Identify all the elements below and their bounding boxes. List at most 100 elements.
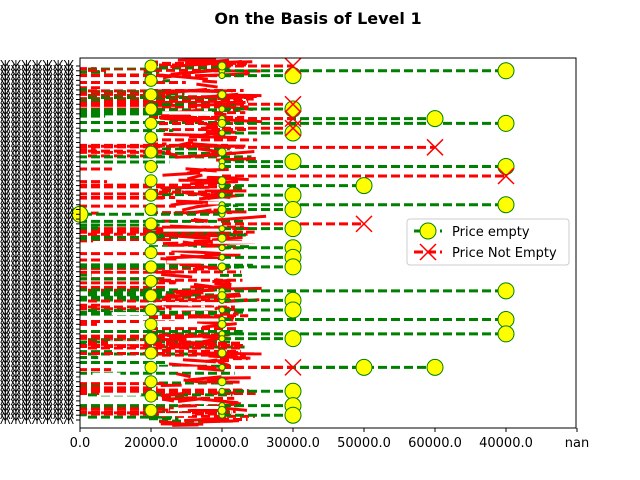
series-point bbox=[426, 110, 444, 128]
y-tick-label-smudge: ЖЖЖЖЖЖЖ bbox=[0, 308, 74, 323]
clutter-stroke-red bbox=[173, 242, 186, 249]
y-tick-label-smudge: ЖЖЖЖЖЖЖ bbox=[0, 332, 74, 347]
y-tick-label-smudge: ЖЖЖЖЖЖЖ bbox=[0, 289, 74, 304]
legend-marker-price-empty bbox=[419, 222, 437, 240]
clutter-stroke-red bbox=[173, 344, 190, 351]
series-point-small bbox=[218, 244, 226, 252]
clutter-stroke-red bbox=[211, 235, 243, 242]
x-tick-label: 30000.0 bbox=[266, 436, 320, 451]
series-point bbox=[284, 382, 302, 400]
clutter-stroke-red bbox=[172, 423, 199, 427]
series-point-small bbox=[218, 387, 226, 395]
clutter-stroke-red bbox=[160, 391, 185, 398]
x-tick-label: 20000.0 bbox=[124, 436, 178, 451]
series-point-cluster bbox=[217, 176, 227, 186]
clutter-stroke-red bbox=[162, 241, 179, 246]
series-point-small bbox=[218, 363, 226, 371]
y-tick-label-smudge: ЖЖЖЖЖЖЖ bbox=[0, 327, 74, 342]
series-point bbox=[426, 358, 444, 376]
clutter-stroke-red bbox=[214, 282, 232, 286]
clutter-stroke-red bbox=[184, 416, 227, 423]
series-point-cluster bbox=[217, 291, 227, 301]
y-tick-label-smudge: ЖЖЖЖЖЖЖ bbox=[0, 370, 74, 385]
y-tick-label-smudge: ЖЖЖЖЖЖЖ bbox=[0, 159, 74, 174]
series-point-cluster bbox=[144, 59, 158, 73]
series-point-cluster bbox=[144, 346, 158, 360]
x-axis: 0.0 20000.0 10000.0 30000.0 50000.0 60000.0 40… bbox=[70, 428, 589, 451]
clutter-stroke-red bbox=[176, 372, 191, 379]
y-tick-label-smudge: ЖЖЖЖЖЖЖ bbox=[0, 92, 74, 107]
series-point bbox=[355, 177, 373, 195]
y-tick-label-smudge: ЖЖЖЖЖЖЖ bbox=[0, 303, 74, 318]
y-tick-label-smudge: ЖЖЖЖЖЖЖ bbox=[0, 193, 74, 208]
series-point-cluster bbox=[144, 231, 158, 245]
clutter-stroke-red bbox=[181, 204, 200, 212]
clutter-stroke-red bbox=[185, 167, 217, 173]
clutter-stroke-red bbox=[217, 360, 230, 367]
series-point-cluster bbox=[217, 118, 227, 128]
y-tick-label-smudge: ЖЖЖЖЖЖЖ bbox=[0, 322, 74, 337]
series-point-cluster bbox=[217, 262, 227, 272]
clutter-stroke-red bbox=[218, 286, 262, 291]
series-point-cluster bbox=[217, 90, 227, 100]
legend-label-price-empty: Price empty bbox=[452, 225, 530, 240]
y-tick-label-smudge: ЖЖЖЖЖЖЖ bbox=[0, 188, 74, 203]
series-point-cluster bbox=[144, 159, 158, 173]
y-tick-label-smudge: ЖЖЖЖЖЖЖ bbox=[0, 346, 74, 361]
y-tick-label-smudge: ЖЖЖЖЖЖЖ bbox=[0, 260, 74, 275]
clutter-stroke-red bbox=[182, 240, 214, 248]
x-tick-label: 10000.0 bbox=[195, 436, 249, 451]
y-tick-label-smudge: ЖЖЖЖЖЖЖ bbox=[0, 121, 74, 136]
clutter-stroke-red bbox=[198, 126, 219, 130]
series-point bbox=[284, 57, 302, 75]
y-tick-label-smudge: ЖЖЖЖЖЖЖ bbox=[0, 59, 74, 74]
y-tick-label-smudge: ЖЖЖЖЖЖЖ bbox=[0, 399, 74, 414]
y-tick-label-smudge: ЖЖЖЖЖЖЖ bbox=[0, 250, 74, 265]
x-tick-label: 50000.0 bbox=[337, 436, 391, 451]
clutter-stroke-red bbox=[177, 396, 205, 403]
series-point bbox=[284, 153, 302, 171]
series-point-cluster bbox=[144, 360, 158, 374]
series-point-cluster bbox=[144, 389, 158, 403]
clutter-stroke-red bbox=[193, 282, 220, 290]
clutter-stroke-red bbox=[196, 82, 218, 89]
clutter-stroke-red bbox=[190, 180, 239, 186]
series-point-cluster bbox=[217, 205, 227, 215]
y-tick-label-smudge: ЖЖЖЖЖЖЖ bbox=[0, 279, 74, 294]
clutter-stroke-red bbox=[186, 173, 203, 181]
y-tick-label-smudge: ЖЖЖЖЖЖЖ bbox=[0, 231, 74, 246]
series-point-small bbox=[218, 105, 226, 113]
clutter-stroke-red bbox=[207, 194, 221, 201]
y-tick-label-smudge: ЖЖЖЖЖЖЖ bbox=[0, 136, 74, 151]
y-tick-label-smudge: ЖЖЖЖЖЖЖ bbox=[0, 246, 74, 261]
series-point-cluster bbox=[217, 377, 227, 387]
dense-segment-layer bbox=[80, 58, 267, 427]
clutter-stroke-red bbox=[177, 140, 194, 147]
series-point bbox=[497, 282, 515, 300]
series-point-cluster bbox=[144, 102, 158, 116]
y-tick-label-smudge: ЖЖЖЖЖЖЖ bbox=[0, 222, 74, 237]
clutter-stroke-red bbox=[165, 233, 205, 240]
series-point-cluster bbox=[144, 246, 158, 260]
x-tick-label: nan bbox=[565, 436, 589, 451]
clutter-stroke-red bbox=[206, 176, 249, 182]
series-point bbox=[284, 330, 302, 348]
y-tick-label-smudge: ЖЖЖЖЖЖЖ bbox=[0, 236, 74, 251]
clutter-stroke-red bbox=[193, 352, 238, 358]
y-tick-label-smudge: ЖЖЖЖЖЖЖ bbox=[0, 313, 74, 328]
y-tick-label-smudge: ЖЖЖЖЖЖЖ bbox=[0, 298, 74, 313]
series-point-cluster bbox=[144, 303, 158, 317]
y-tick-label-smudge: ЖЖЖЖЖЖЖ bbox=[0, 169, 74, 184]
series-point bbox=[284, 258, 302, 276]
y-tick-label-smudge: ЖЖЖЖЖЖЖ bbox=[0, 97, 74, 112]
y-tick-label-smudge: ЖЖЖЖЖЖЖ bbox=[0, 317, 74, 332]
series-point-cluster bbox=[217, 405, 227, 415]
y-tick-label-smudge: ЖЖЖЖЖЖЖ bbox=[0, 73, 74, 88]
y-tick-label-smudge: ЖЖЖЖЖЖЖ bbox=[0, 212, 74, 227]
x-tick-label: 60000.0 bbox=[408, 436, 462, 451]
y-tick-label-smudge: ЖЖЖЖЖЖЖ bbox=[0, 69, 74, 84]
y-tick-label-smudge: ЖЖЖЖЖЖЖ bbox=[0, 356, 74, 371]
y-tick-label-smudge: ЖЖЖЖЖЖЖ bbox=[0, 375, 74, 390]
legend-box bbox=[406, 218, 570, 266]
